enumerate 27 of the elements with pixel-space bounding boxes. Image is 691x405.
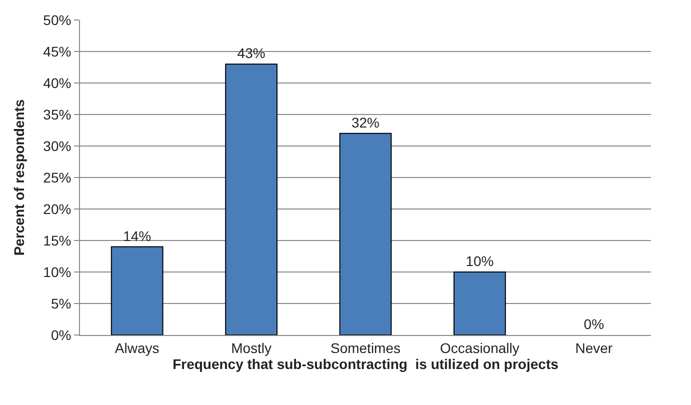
data-label: 43% bbox=[237, 45, 266, 62]
bar bbox=[454, 272, 506, 335]
x-tick-label: Always bbox=[114, 340, 160, 356]
data-label: 10% bbox=[466, 253, 494, 269]
x-tick-label: Occasionally bbox=[440, 340, 520, 356]
x-tick-label: Never bbox=[575, 340, 613, 356]
y-tick-label: 45% bbox=[43, 43, 72, 60]
y-tick-label: 35% bbox=[43, 106, 72, 122]
x-axis-title: Frequency that sub-subcontracting is utilized on projects bbox=[172, 356, 559, 372]
y-tick-label: 5% bbox=[50, 295, 72, 312]
y-tick-label: 10% bbox=[43, 264, 72, 280]
y-tick-label: 20% bbox=[43, 200, 72, 217]
bar bbox=[339, 132, 392, 335]
y-tick-label: 15% bbox=[43, 232, 72, 248]
x-tick-label: Sometimes bbox=[330, 340, 401, 356]
y-tick-label: 25% bbox=[43, 169, 72, 186]
y-axis-title: Percent of respondents bbox=[10, 99, 27, 256]
x-tick-label: Mostly bbox=[231, 340, 272, 356]
bar bbox=[225, 64, 278, 335]
data-label: 32% bbox=[351, 114, 380, 130]
y-tick-label: 0% bbox=[50, 326, 72, 343]
y-tick-label: 30% bbox=[43, 138, 72, 154]
bar bbox=[110, 246, 164, 335]
data-label: 0% bbox=[584, 316, 604, 332]
y-tick-label: 50% bbox=[43, 12, 72, 28]
data-label: 14% bbox=[123, 228, 152, 244]
y-tick-label: 40% bbox=[43, 74, 72, 91]
